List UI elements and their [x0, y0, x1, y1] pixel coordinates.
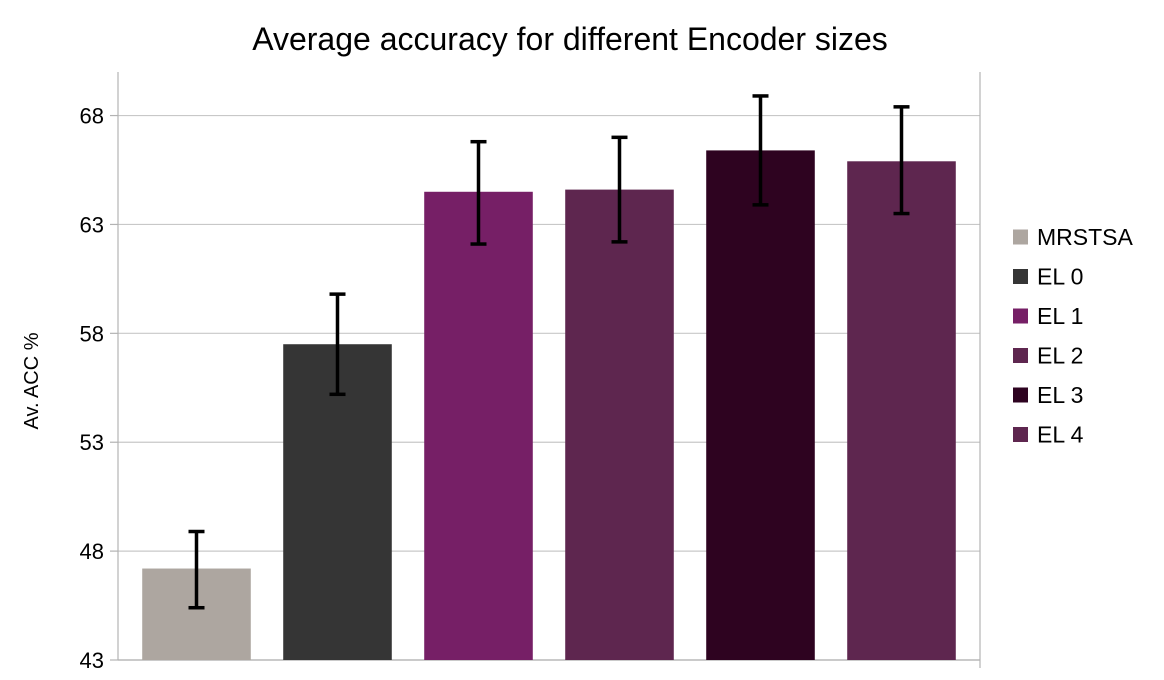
bar	[706, 150, 815, 660]
bars	[142, 150, 956, 661]
legend-swatch	[1013, 269, 1028, 284]
bar	[424, 191, 533, 660]
legend-item: EL 2	[1013, 343, 1083, 369]
error-bars	[188, 94, 910, 610]
legend-label: MRSTSA	[1037, 224, 1134, 250]
y-tick-label: 43	[80, 648, 104, 673]
legend-label: EL 2	[1037, 343, 1083, 369]
legend-swatch	[1013, 308, 1028, 324]
legend-item: MRSTSA	[1013, 224, 1134, 250]
legend-item: EL 1	[1013, 303, 1083, 329]
legend-swatch	[1013, 229, 1028, 245]
bar	[283, 344, 392, 660]
legend: MRSTSA EL 0 EL 1 EL 2 EL 3 EL 4	[1013, 224, 1134, 448]
legend-item: EL 0	[1013, 264, 1083, 290]
axes: 43 48 53 58 63 68	[80, 72, 981, 673]
y-tick-label: 53	[80, 430, 104, 455]
legend-swatch	[1013, 427, 1028, 442]
y-tick-label: 68	[80, 104, 104, 129]
chart-title: Average accuracy for different Encoder s…	[252, 21, 888, 57]
y-tick-label: 58	[80, 321, 104, 346]
legend-label: EL 4	[1037, 422, 1084, 448]
bar	[847, 161, 956, 661]
legend-label: EL 3	[1037, 382, 1083, 408]
legend-item: EL 3	[1013, 382, 1083, 408]
legend-label: EL 0	[1037, 264, 1083, 290]
y-axis-label: Av. ACC %	[21, 332, 43, 429]
legend-swatch	[1013, 348, 1028, 363]
legend-label: EL 1	[1037, 303, 1083, 329]
y-tick-label: 48	[80, 539, 104, 564]
bar	[565, 189, 674, 660]
legend-swatch	[1013, 387, 1028, 403]
legend-item: EL 4	[1013, 422, 1084, 448]
y-tick-label: 63	[80, 212, 104, 237]
